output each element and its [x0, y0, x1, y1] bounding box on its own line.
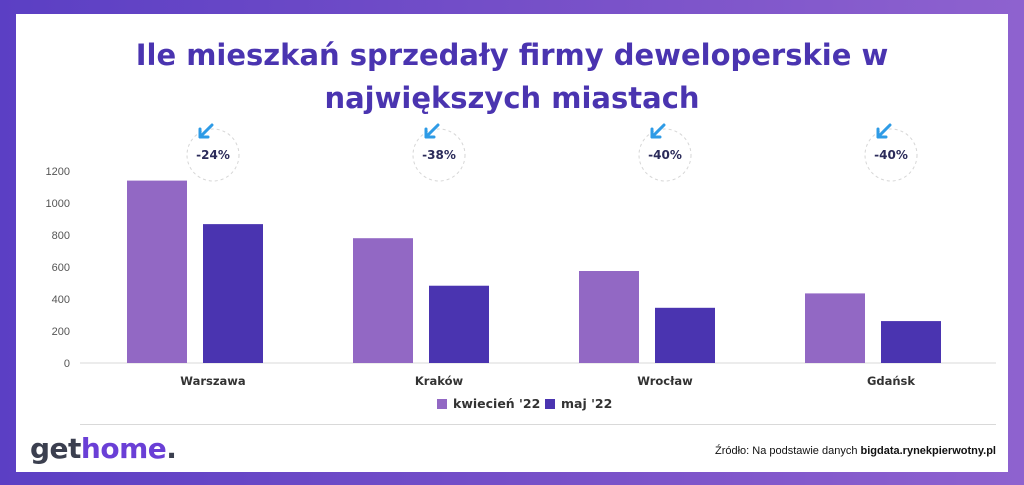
x-tick-label: Kraków [415, 374, 464, 388]
legend-label-kwiecien: kwiecień '22 [453, 396, 540, 411]
change-percent-label: -38% [422, 148, 456, 162]
source-note: Źródło: Na podstawie danych bigdata.ryne… [715, 445, 996, 457]
y-tick-label: 200 [52, 326, 70, 338]
y-tick-label: 0 [64, 358, 70, 370]
down-arrow-icon [650, 123, 666, 139]
y-tick-label: 1000 [46, 198, 70, 210]
y-tick-label: 1200 [46, 166, 70, 178]
gethome-logo: gethome. [30, 432, 177, 465]
chart-card: Ile mieszkań sprzedały firmy dewelopersk… [16, 14, 1008, 472]
logo-text-dot: . [166, 432, 177, 465]
change-percent-label: -24% [196, 148, 230, 162]
bar-maj [203, 224, 263, 363]
y-tick-label: 800 [52, 230, 70, 242]
legend-swatch-kwiecien [437, 399, 447, 409]
annotation-circle [638, 128, 692, 182]
change-percent-label: -40% [874, 148, 908, 162]
legend-label-maj: maj '22 [561, 396, 612, 411]
bar-maj [655, 307, 715, 363]
down-arrow-icon [198, 123, 214, 139]
logo-text-home: home [80, 432, 167, 465]
logo-text-get: get [30, 432, 81, 465]
x-tick-label: Gdańsk [867, 374, 915, 388]
bar-kwiecien [805, 293, 865, 363]
down-arrow-icon-head [650, 127, 662, 139]
annotation-circle [412, 128, 466, 182]
bar-maj [429, 285, 489, 363]
change-percent-label: -40% [648, 148, 682, 162]
y-tick-label: 600 [52, 262, 70, 274]
x-tick-label: Wrocław [637, 374, 693, 388]
down-arrow-icon [424, 123, 440, 139]
down-arrow-icon [876, 123, 892, 139]
annotation-circle [186, 128, 240, 182]
down-arrow-icon-head [198, 127, 210, 139]
source-prefix: Źródło: Na podstawie danych [714, 445, 861, 457]
x-tick-label: Warszawa [180, 374, 245, 388]
annotation-circle [864, 128, 918, 182]
bar-chart: 0 200 400 600 800 1000 1200 Warszawa -24% Kraków -… [46, 123, 996, 411]
down-arrow-icon-head [424, 127, 436, 139]
legend-swatch-maj [545, 399, 555, 409]
chart-title: Ile mieszkań sprzedały firmy dewelopersk… [16, 34, 1008, 120]
bar-kwiecien [127, 180, 187, 363]
down-arrow-icon-head [876, 127, 888, 139]
bar-kwiecien [353, 238, 413, 363]
source-link[interactable]: bigdata.rynekpierwotny.pl [860, 445, 997, 457]
footer-divider [80, 424, 996, 425]
chart-title-line1: Ile mieszkań sprzedały firmy dewelopersk… [135, 38, 889, 72]
chart-title-line2: największych miastach [324, 81, 700, 115]
bar-kwiecien [579, 271, 639, 363]
bar-maj [881, 321, 941, 363]
y-tick-label: 400 [52, 294, 70, 306]
